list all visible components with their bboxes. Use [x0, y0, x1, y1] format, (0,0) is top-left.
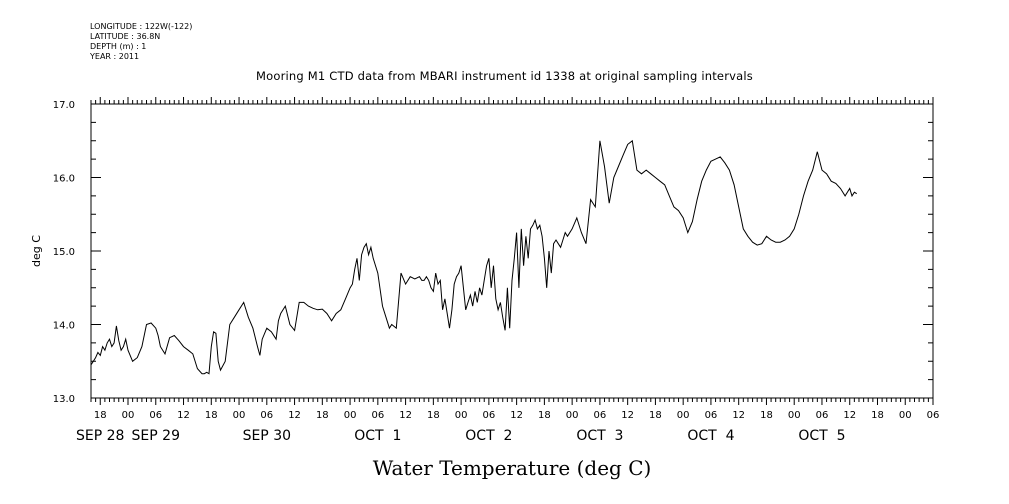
x-hour-label: 18	[427, 410, 440, 421]
y-axis-label: deg C	[30, 235, 43, 267]
x-date-label: SEP 30	[243, 428, 291, 444]
x-hour-label: 18	[649, 410, 662, 421]
x-hour-label: 00	[233, 410, 246, 421]
x-date-label: SEP 28	[76, 428, 124, 444]
y-axis: 13.0 14.0 15.0 16.0 17.0	[53, 100, 933, 405]
x-date-label: OCT 3	[576, 428, 623, 444]
x-hour-label: 12	[288, 410, 301, 421]
x-hour-label: 18	[538, 410, 551, 421]
x-hour-label: 18	[871, 410, 884, 421]
x-hour-label: 00	[455, 410, 468, 421]
x-hour-label: 00	[677, 410, 690, 421]
year-label: YEAR : 2011	[90, 52, 140, 61]
latitude-label: LATITUDE : 36.8N	[90, 32, 161, 41]
depth-label: DEPTH (m) : 1	[90, 42, 147, 51]
x-hour-label: 00	[566, 410, 579, 421]
x-date-label: OCT 4	[687, 428, 734, 444]
x-hour-label: 06	[816, 410, 829, 421]
x-hour-label: 12	[399, 410, 412, 421]
x-hour-label: 12	[732, 410, 745, 421]
x-hour-label: 12	[510, 410, 523, 421]
x-hour-label: 18	[94, 410, 107, 421]
longitude-label: LONGITUDE : 122W(-122)	[90, 22, 193, 31]
metadata-block: LONGITUDE : 122W(-122) LATITUDE : 36.8N …	[90, 22, 192, 62]
x-date-label: OCT 1	[354, 428, 401, 444]
x-hour-label: 18	[760, 410, 773, 421]
x-hour-label: 00	[899, 410, 912, 421]
x-hour-label: 00	[122, 410, 135, 421]
y-tick-label: 16.0	[53, 174, 75, 185]
x-hour-label: 06	[260, 410, 273, 421]
x-date-label: OCT 5	[798, 428, 845, 444]
x-hour-label: 18	[205, 410, 218, 421]
plot-frame	[90, 103, 934, 399]
chart-title: Mooring M1 CTD data from MBARI instrumen…	[256, 69, 753, 83]
y-tick-label: 15.0	[53, 247, 75, 258]
y-tick-label: 17.0	[53, 100, 75, 111]
x-hour-label: 00	[344, 410, 357, 421]
x-date-label: OCT 2	[465, 428, 512, 444]
y-tick-label: 14.0	[53, 321, 75, 332]
x-hour-label: 06	[371, 410, 384, 421]
x-hour-label: 06	[483, 410, 496, 421]
x-hour-label: 12	[621, 410, 634, 421]
x-hour-label: 06	[594, 410, 607, 421]
x-hour-label: 06	[705, 410, 718, 421]
temperature-series-line	[90, 139, 857, 375]
x-hour-label: 18	[316, 410, 329, 421]
x-date-label: SEP 29	[132, 428, 180, 444]
x-hour-label: 06	[927, 410, 940, 421]
x-hour-label: 12	[177, 410, 190, 421]
x-axis: 18 00 06 12 18 00 06 12 18 00 06 12 18 00 06 12 18 00 06 12…	[76, 97, 939, 444]
x-axis-title: Water Temperature (deg C)	[373, 456, 652, 480]
x-hour-label: 12	[843, 410, 856, 421]
x-hour-label: 06	[149, 410, 162, 421]
y-tick-label: 13.0	[53, 394, 75, 405]
x-hour-label: 00	[788, 410, 801, 421]
